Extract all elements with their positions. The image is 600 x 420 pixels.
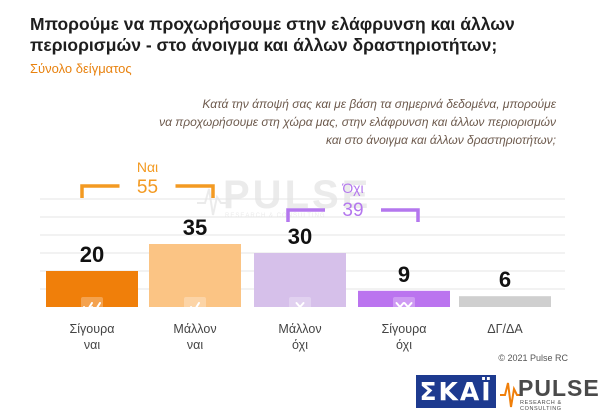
copyright-text: © 2021 Pulse RC	[498, 353, 568, 363]
bar	[459, 296, 551, 307]
pulse-wave-icon	[197, 188, 227, 216]
category-label: Σίγουρα	[70, 322, 115, 336]
survey-question: Κατά την άποψή σας και με βάση τα σημερι…	[136, 95, 556, 149]
data-label: 30	[288, 224, 312, 249]
category-label: ΔΓ/ΔΑ	[487, 322, 523, 336]
category-label: Μάλλον	[278, 322, 321, 336]
group-label: Ναι	[137, 159, 158, 175]
bar	[149, 244, 241, 307]
group-bracket	[286, 208, 325, 222]
question-line: Κατά την άποψή σας και με βάση τα σημερι…	[202, 97, 556, 111]
bar	[254, 253, 346, 307]
data-label: 6	[499, 267, 511, 292]
question-line: να προχωρήσουμε στη χώρα μας, στην ελάφρ…	[159, 115, 556, 129]
category-label: όχι	[292, 338, 308, 352]
double-cross-icon	[395, 302, 413, 312]
group-total: 55	[137, 177, 158, 198]
category-label: Σίγουρα	[382, 322, 427, 336]
watermark-sub: RESEARCH & CONSULTING	[225, 213, 326, 219]
question-line: και στο άνοιγμα και άλλων δραστηριοτήτων…	[325, 133, 556, 147]
category-label: ναι	[187, 338, 203, 352]
group-bracket	[381, 208, 420, 222]
pulse-logo: PULSE RESEARCH & CONSULTING	[500, 375, 599, 412]
bar	[46, 271, 138, 307]
category-label: Μάλλον	[173, 322, 216, 336]
group-label: Όχι	[341, 180, 363, 196]
category-label: όχι	[396, 338, 412, 352]
group-bracket	[80, 184, 120, 198]
double-cross-icon-badge	[393, 297, 415, 317]
skai-logo: ΣΚΑΪ	[416, 375, 496, 408]
pulse-logo-word: PULSE	[518, 375, 600, 401]
data-label: 35	[183, 215, 207, 240]
group-total: 39	[342, 200, 363, 221]
pulse-wave-icon	[500, 382, 520, 408]
pulse-logo-sub: RESEARCH & CONSULTING	[520, 400, 562, 412]
category-label: ναι	[84, 338, 100, 352]
check-icon-badge	[184, 297, 206, 317]
bar	[358, 290, 450, 307]
data-label: 9	[398, 262, 410, 287]
double-check-icon	[83, 302, 101, 313]
check-icon	[190, 302, 200, 313]
chart-subtitle: Σύνολο δείγματος	[30, 61, 132, 76]
group-bracket	[175, 184, 215, 198]
data-label: 20	[80, 242, 104, 267]
cross-icon	[295, 302, 305, 312]
chart-title: Μπορούμε να προχωρήσουμε στην ελάφρυνση …	[30, 14, 515, 55]
